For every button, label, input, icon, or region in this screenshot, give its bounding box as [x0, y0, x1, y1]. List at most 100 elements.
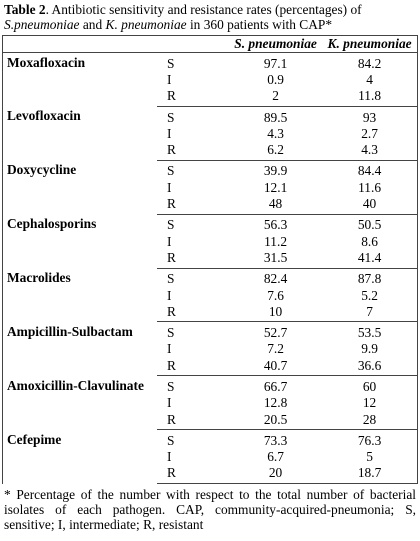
value-cell: 97.1 — [263, 55, 288, 71]
level-cell: I — [167, 287, 172, 303]
value-cell: 6.7 — [267, 449, 284, 465]
footnote: * Percentage of the number with respect … — [4, 487, 416, 533]
level-cell: S — [167, 163, 175, 179]
value-cell: 2.7 — [361, 125, 378, 141]
level-cell: S — [167, 271, 175, 287]
level-cell: R — [157, 249, 229, 269]
level-cell: S — [167, 217, 175, 233]
value-cell: 56.3 — [263, 217, 288, 233]
value-cell: 20.5 — [229, 410, 323, 431]
value-cell: 53.5 — [357, 325, 382, 341]
level-cell: R — [157, 195, 229, 215]
drug-name: Amoxicillin-Clavulinate — [7, 377, 144, 393]
level-cell: I — [167, 125, 172, 141]
header-cell: K. pneumoniae — [322, 35, 418, 53]
table-row: R 20 18.7 — [3, 464, 418, 485]
header-cell: S. pneumoniae — [229, 35, 323, 53]
level-cell: I — [167, 71, 172, 87]
value-cell: 84.4 — [357, 163, 382, 179]
level-cell: S — [167, 55, 175, 71]
value-cell: 40.7 — [229, 357, 323, 377]
table-row: Cefepime S 73.3 76.3 — [3, 430, 418, 449]
caption-text: in 360 patients with CAP* — [186, 17, 333, 32]
table-row: R 31.5 41.4 — [3, 249, 418, 269]
level-cell: R — [157, 87, 229, 107]
table-row: I 6.7 5 — [3, 449, 418, 465]
value-cell: 11.2 — [264, 233, 288, 249]
value-cell: 36.6 — [322, 357, 418, 377]
value-cell: 50.5 — [357, 217, 382, 233]
value-cell: 10 — [229, 303, 323, 323]
value-cell: 52.7 — [263, 325, 288, 341]
caption-species: K. pneumoniae — [105, 17, 187, 32]
table-row: R 10 7 — [3, 303, 418, 323]
value-cell: 5 — [366, 449, 373, 465]
table-row: I 4.3 2.7 — [3, 125, 418, 141]
header-cell — [2, 35, 157, 53]
table-row: I 7.2 9.9 — [3, 341, 418, 357]
value-cell: 7.2 — [267, 341, 284, 357]
value-cell: 5.2 — [361, 287, 378, 303]
value-cell: 20 — [229, 464, 323, 485]
level-cell: R — [157, 410, 229, 431]
value-cell: 4.3 — [322, 141, 418, 161]
value-cell: 6.2 — [229, 141, 323, 161]
level-cell: R — [157, 303, 229, 323]
value-cell: 18.7 — [322, 464, 418, 485]
value-cell: 7.6 — [267, 287, 284, 303]
table-body: Moxafloxacin S 97.1 84.2 I 0.9 4 R 2 11.8 Levoflox… — [3, 53, 418, 485]
caption-species: S.pneumoniae — [4, 17, 80, 32]
table-row: Levofloxacin S 89.5 93 — [3, 106, 418, 125]
level-cell: R — [157, 464, 229, 485]
value-cell: 31.5 — [229, 249, 323, 269]
value-cell: 2 — [229, 87, 323, 107]
level-cell: R — [157, 357, 229, 377]
table-row: Cephalosporins S 56.3 50.5 — [3, 214, 418, 233]
drug-name: Levofloxacin — [7, 108, 81, 124]
table-row: I 12.1 11.6 — [3, 179, 418, 195]
drug-name: Cefepime — [7, 431, 62, 447]
table-row: Moxafloxacin S 97.1 84.2 — [3, 53, 418, 72]
value-cell: 4.3 — [267, 125, 284, 141]
value-cell: 4 — [366, 71, 373, 87]
data-table: S. pneumoniae K. pneumoniae Moxafloxacin… — [2, 35, 418, 485]
value-cell: 39.9 — [263, 163, 288, 179]
value-cell: 89.5 — [263, 109, 288, 125]
level-cell: R — [157, 141, 229, 161]
level-cell: S — [167, 378, 175, 394]
value-cell: 76.3 — [357, 432, 382, 448]
table-row: Macrolides S 82.4 87.8 — [3, 268, 418, 287]
value-cell: 93 — [362, 109, 377, 125]
level-cell: I — [167, 341, 172, 357]
level-cell: I — [167, 233, 172, 249]
caption-text: . Antibiotic sensitivity and resistance … — [45, 2, 362, 17]
drug-name: Cephalosporins — [7, 216, 97, 232]
caption-label: Table 2 — [4, 2, 46, 17]
drug-name: Ampicillin-Sulbactam — [7, 323, 133, 339]
value-cell: 66.7 — [263, 378, 288, 394]
value-cell: 41.4 — [322, 249, 418, 269]
header-row: S. pneumoniae K. pneumoniae — [2, 35, 418, 53]
level-cell: I — [167, 179, 172, 195]
value-cell: 12.8 — [263, 395, 288, 411]
value-cell: 7 — [322, 303, 418, 323]
value-cell: 84.2 — [357, 55, 382, 71]
table-row: R 20.5 28 — [3, 410, 418, 431]
table-row: Amoxicillin-Clavulinate S 66.7 60 — [3, 376, 418, 395]
level-cell: S — [167, 432, 175, 448]
table-row: R 48 40 — [3, 195, 418, 215]
value-cell: 82.4 — [263, 271, 288, 287]
value-cell: 40 — [322, 195, 418, 215]
value-cell: 11.8 — [322, 87, 418, 107]
value-cell: 0.9 — [267, 71, 284, 87]
value-cell: 73.3 — [263, 432, 288, 448]
drug-name: Moxafloxacin — [7, 55, 86, 70]
value-cell: 28 — [322, 410, 418, 431]
value-cell: 11.6 — [358, 179, 382, 195]
table-row: R 40.7 36.6 — [3, 357, 418, 377]
level-cell: S — [167, 109, 175, 125]
value-cell: 87.8 — [357, 271, 382, 287]
header-cell — [157, 35, 229, 53]
level-cell: S — [167, 325, 175, 341]
